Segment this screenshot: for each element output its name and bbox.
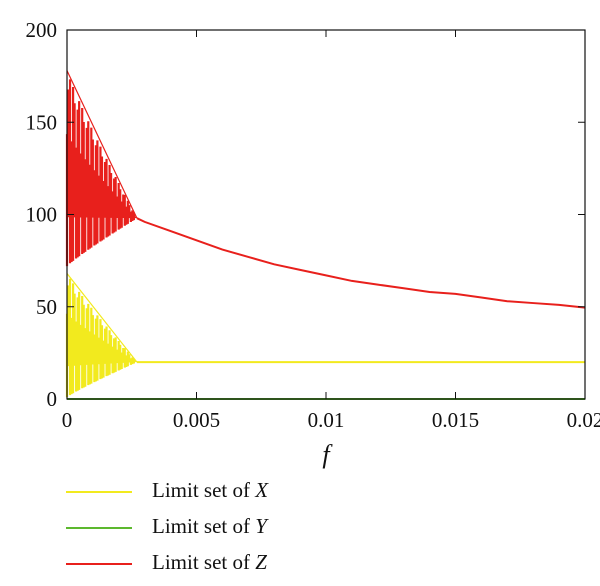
x-tick-label: 0.015	[432, 408, 479, 432]
x-tick-label: 0.005	[173, 408, 220, 432]
series-line-z	[136, 217, 586, 309]
x-tick-label: 0	[62, 408, 73, 432]
legend-label-x: Limit set of X	[152, 478, 269, 502]
y-tick-label: 200	[26, 18, 58, 42]
series-2-oscillation	[65, 79, 137, 267]
series-0-oscillation	[65, 278, 137, 398]
legend-line-x	[66, 491, 132, 493]
legend-label-y: Limit set of Y	[152, 514, 267, 538]
series-2-envelope-top	[66, 70, 138, 219]
x-tick-label: 0.01	[308, 408, 345, 432]
plot-series-group	[65, 70, 586, 400]
y-tick-label: 150	[26, 110, 58, 134]
x-axis-label: f	[322, 440, 333, 469]
plot-frame	[66, 29, 586, 400]
y-tick-label: 0	[47, 387, 58, 411]
series-0-envelope-top	[66, 273, 138, 363]
x-tick-label: 0.02	[567, 408, 600, 432]
legend-line-z	[66, 563, 132, 565]
legend-label-z: Limit set of Z	[152, 550, 267, 574]
legend-line-y	[66, 527, 132, 529]
y-tick-label: 50	[36, 295, 57, 319]
axis-ticks: 0 0.005 0.01 0.015 0.02 0 50 100 150 200	[26, 18, 600, 432]
y-tick-label: 100	[26, 203, 58, 227]
chart: 0 0.005 0.01 0.015 0.02 0 50 100 150 200 f	[26, 18, 600, 469]
